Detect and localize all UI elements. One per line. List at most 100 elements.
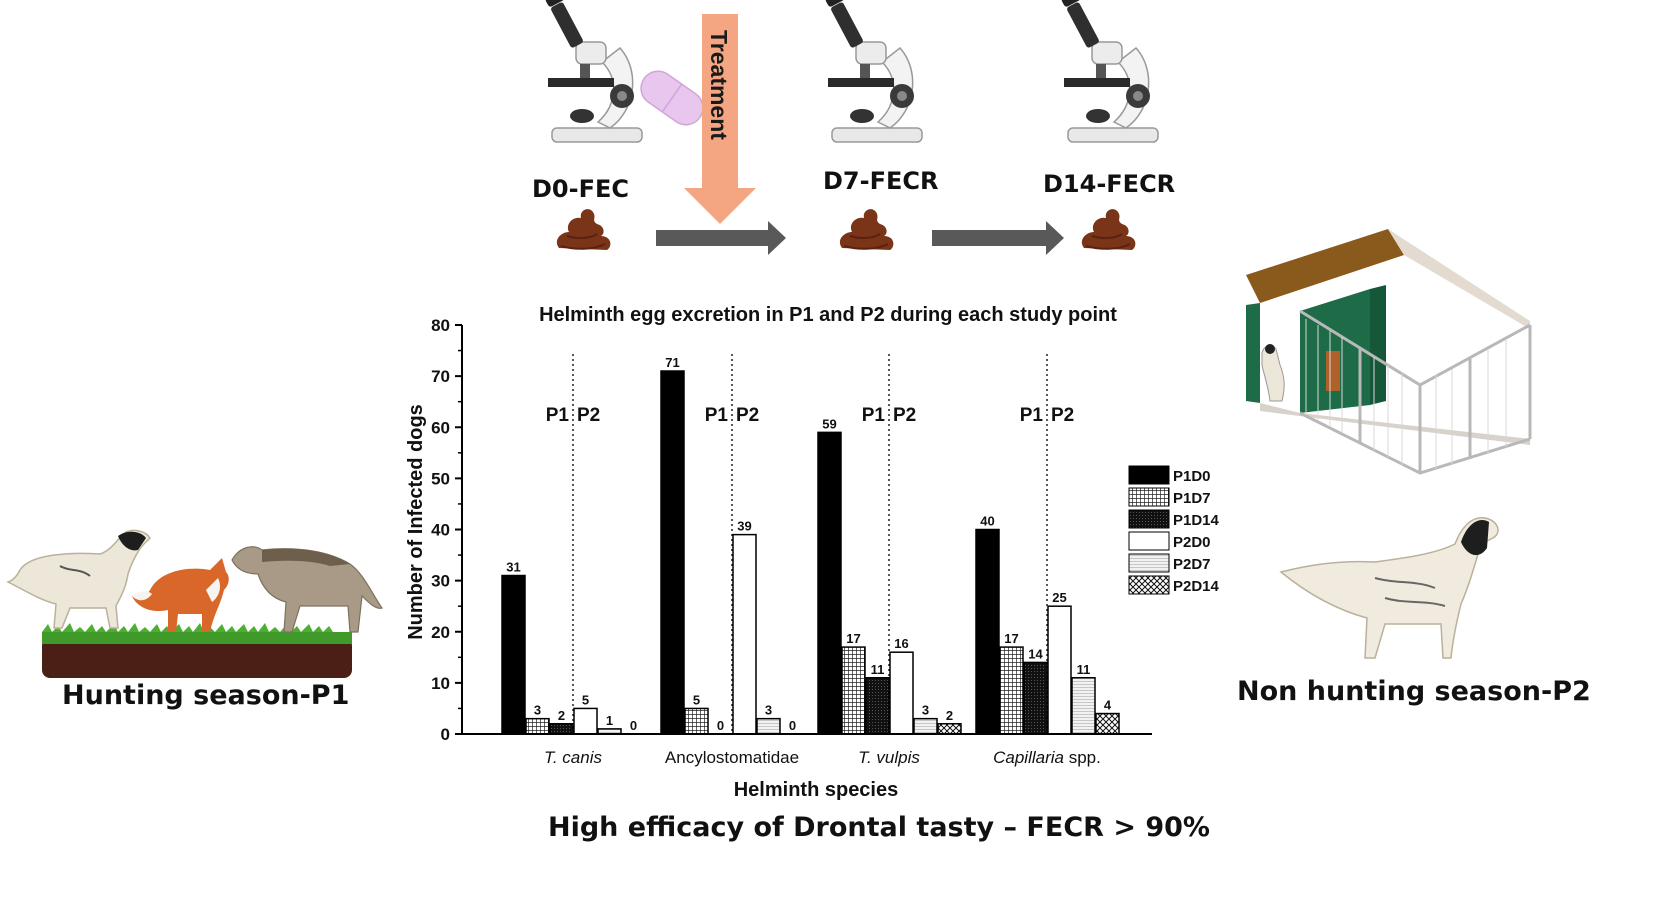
legend-swatch-p2d14	[1128, 575, 1170, 595]
stool-icon-d7	[838, 208, 895, 251]
data-label: 59	[822, 416, 836, 431]
legend-label: P2D0	[1173, 534, 1211, 551]
data-label: 40	[980, 514, 994, 529]
kennel-scene	[1246, 229, 1532, 475]
bar-p1d7	[525, 717, 550, 735]
bar-p2d0	[889, 651, 914, 735]
data-label: 5	[693, 692, 700, 707]
setter-dog-icon	[1279, 517, 1499, 659]
data-label: 31	[506, 560, 520, 575]
wolf-icon	[231, 546, 383, 633]
data-label: 11	[871, 662, 885, 677]
data-label: 16	[894, 636, 908, 651]
legend-label: P2D14	[1173, 578, 1220, 595]
bar-p2d14	[937, 723, 962, 735]
bar-p1d14	[865, 677, 890, 735]
data-label: 4	[1104, 698, 1112, 713]
y-axis: 0 10 20 30 40 50 60 70 80	[431, 316, 463, 744]
helminth-bar-chart: Helminth egg excretion in P1 and P2 duri…	[405, 304, 1220, 801]
bar-p1d14	[1023, 661, 1048, 735]
legend-label: P1D14	[1173, 512, 1220, 529]
microscope-icon-d14	[1059, 0, 1159, 143]
treatment-label: Treatment	[706, 30, 732, 140]
bar-p2d7	[913, 717, 938, 735]
data-label: 39	[737, 519, 751, 534]
x-axis: T. canis Ancylostomatidae T. vulpis Capilla…	[462, 733, 1152, 767]
y-tick-label: 30	[431, 572, 450, 591]
flow-arrow-2	[932, 221, 1064, 255]
data-label: 71	[665, 355, 679, 370]
pill-icon	[640, 70, 704, 126]
bar-p1d7	[841, 646, 866, 735]
y-tick-label: 70	[431, 367, 450, 386]
data-label: 2	[558, 708, 565, 723]
stage-label-d7: D7-FECR	[823, 167, 939, 195]
y-tick-label: 60	[431, 418, 450, 437]
treatment-arrow: Treatment	[684, 14, 756, 224]
period-label-p2: P2	[1051, 405, 1074, 426]
legend-label: P2D7	[1173, 556, 1211, 573]
x-category-label: T. vulpis	[858, 748, 920, 767]
y-tick-label: 10	[431, 674, 450, 693]
x-category-label: T. canis	[544, 748, 602, 767]
flow-arrow-1	[656, 221, 786, 255]
data-label: 0	[630, 718, 637, 733]
stage-label-d0: D0-FEC	[532, 175, 629, 203]
fox-icon	[132, 558, 229, 632]
bar-p1d0	[501, 574, 526, 735]
bar-p2d0	[573, 707, 598, 735]
data-label: 5	[582, 692, 589, 707]
bar-p1d0	[975, 528, 1000, 735]
data-label: 2	[946, 708, 953, 723]
bar-p1d14	[549, 723, 574, 735]
data-label: 3	[534, 703, 541, 718]
data-label: 25	[1052, 590, 1066, 605]
period-label-p1: P1	[705, 405, 729, 426]
data-label: 3	[922, 703, 929, 718]
conclusion-text: High efficacy of Drontal tasty – FECR > …	[548, 812, 1210, 843]
period-label-p1: P1	[862, 405, 886, 426]
setter-dog-icon	[6, 529, 151, 629]
bar-p2d7	[1071, 677, 1096, 735]
bar-p1d7	[684, 707, 709, 735]
kennel-icon	[1246, 229, 1532, 475]
data-label: 0	[717, 718, 724, 733]
legend-swatch-p2d0	[1128, 531, 1170, 551]
microscope-icon-d7	[823, 0, 923, 143]
microscope-icon-d0	[543, 0, 643, 143]
bar-p2d0	[732, 533, 757, 735]
data-label: 1	[606, 713, 613, 728]
bar-p2d0	[1047, 605, 1072, 735]
x-category-label: Capillaria spp.	[993, 748, 1101, 767]
bar-p2d14	[1095, 712, 1120, 735]
stool-icon-d0	[555, 208, 612, 251]
x-axis-label: Helminth species	[734, 779, 899, 801]
legend-swatch-p1d0	[1128, 465, 1170, 485]
stage-label-d14: D14-FECR	[1043, 170, 1176, 198]
period-dividers: P1 P2 P1 P2 P1 P2 P1 P2	[546, 354, 1074, 734]
period-label-p2: P2	[577, 405, 600, 426]
data-label: 17	[846, 631, 860, 646]
season-label-hunting: Hunting season-P1	[62, 680, 350, 711]
y-tick-label: 40	[431, 521, 450, 540]
data-label: 14	[1028, 646, 1043, 661]
y-tick-label: 50	[431, 469, 450, 488]
hunting-scene	[6, 529, 383, 678]
y-axis-label: Number of Infected dogs	[405, 404, 427, 640]
legend-label: P1D0	[1173, 468, 1211, 485]
stool-icon-d14	[1080, 208, 1137, 251]
y-tick-label: 80	[431, 316, 450, 335]
legend-label: P1D7	[1173, 490, 1211, 507]
period-label-p2: P2	[893, 405, 916, 426]
bar-p1d0	[660, 370, 685, 735]
period-label-p1: P1	[1020, 405, 1044, 426]
data-label: 17	[1004, 631, 1018, 646]
workflow-diagram: Treatment	[543, 0, 1159, 255]
y-tick-label: 20	[431, 623, 450, 642]
bar-p2d7	[756, 717, 781, 735]
resting-dog-scene	[1279, 517, 1499, 659]
season-label-non-hunting: Non hunting season-P2	[1237, 676, 1591, 707]
legend-swatch-p1d7	[1128, 487, 1170, 507]
legend: P1D0 P1D7 P1D14 P2D0 P2D7 P2D14	[1128, 465, 1220, 595]
legend-swatch-p2d7	[1128, 553, 1170, 573]
